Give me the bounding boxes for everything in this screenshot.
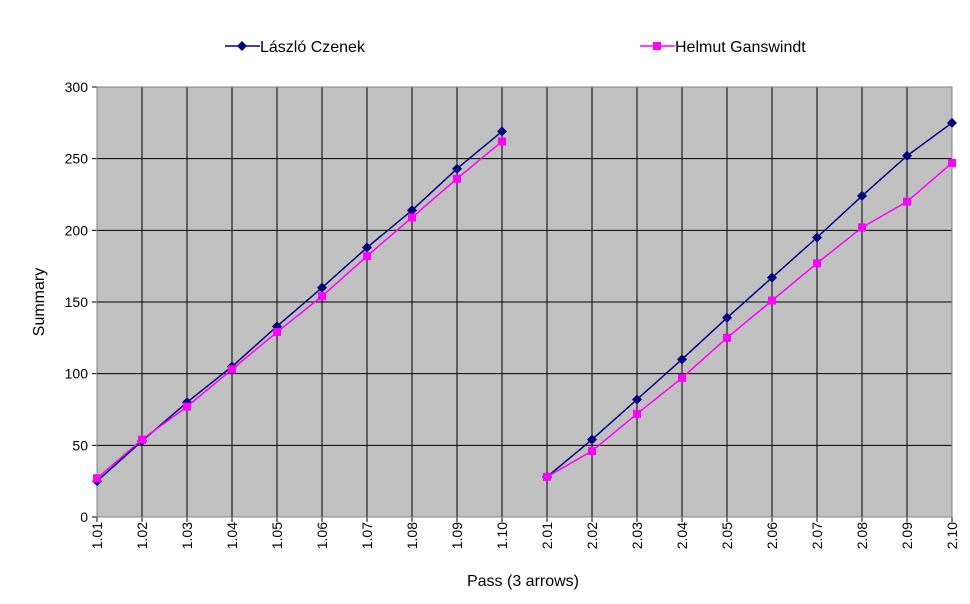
x-axis-title: Pass (3 arrows): [467, 573, 579, 590]
x-tick-label: 2.06: [764, 522, 780, 549]
x-tick-label: 2.09: [899, 522, 915, 549]
x-tick-label: 2.05: [719, 522, 735, 549]
point: [318, 292, 326, 301]
y-tick-label: 250: [65, 151, 89, 167]
x-tick-label: 1.03: [179, 522, 195, 549]
y-axis-title: Summary: [31, 268, 48, 336]
x-tick-label: 2.02: [584, 522, 600, 549]
x-tick-label: 2.01: [539, 522, 555, 549]
point: [317, 282, 327, 293]
point: [678, 373, 686, 382]
point: [587, 434, 597, 445]
x-tick-label: 2.03: [629, 522, 645, 549]
point: [588, 447, 596, 456]
point: [498, 137, 506, 146]
x-tick-label: 2.04: [674, 522, 690, 549]
point: [722, 312, 732, 323]
x-tick-label: 1.05: [269, 522, 285, 549]
x-tick-label: 1.02: [134, 522, 150, 549]
x-tick-label: 2.08: [854, 522, 870, 549]
series-line: [96, 122, 953, 482]
y-tick-label: 50: [72, 437, 88, 453]
x-tick-label: 1.04: [224, 522, 240, 549]
point: [633, 409, 641, 418]
x-tick-label: 2.10: [944, 522, 960, 549]
point: [273, 328, 281, 337]
point: [903, 197, 911, 206]
point: [453, 174, 461, 183]
y-tick-label: 150: [65, 294, 89, 310]
point: [858, 223, 866, 232]
legend-label: Helmut Ganswindt: [675, 39, 806, 56]
x-tick-label: 1.10: [494, 522, 510, 549]
y-tick-label: 300: [65, 79, 89, 95]
y-tick-label: 200: [65, 222, 89, 238]
point: [812, 232, 822, 243]
y-tick-label: 0: [80, 509, 88, 525]
point: [948, 158, 956, 167]
point: [543, 472, 551, 481]
point: [497, 126, 507, 137]
series-line: [96, 140, 953, 479]
point: [768, 296, 776, 305]
point: [452, 163, 462, 174]
legend-marker: [237, 41, 247, 51]
plot-border: [96, 86, 953, 518]
point: [362, 242, 372, 253]
x-tick-label: 1.08: [404, 522, 420, 549]
point: [857, 190, 867, 201]
x-tick-label: 1.01: [89, 522, 105, 549]
x-tick-label: 1.07: [359, 522, 375, 549]
point: [408, 213, 416, 222]
point: [813, 259, 821, 268]
point: [677, 354, 687, 365]
point: [767, 272, 777, 283]
legend-label: László Czenek: [260, 39, 366, 56]
x-tick-label: 1.09: [449, 522, 465, 549]
point: [902, 150, 912, 161]
point: [407, 205, 417, 216]
point: [723, 333, 731, 342]
point: [138, 435, 146, 444]
point: [632, 394, 642, 405]
point: [93, 474, 101, 483]
x-tick-label: 2.07: [809, 522, 825, 549]
point: [947, 117, 957, 128]
point: [228, 365, 236, 374]
point: [183, 402, 191, 411]
point: [363, 252, 371, 261]
x-tick-label: 1.06: [314, 522, 330, 549]
legend-marker: [653, 42, 661, 50]
y-tick-label: 100: [65, 366, 89, 382]
